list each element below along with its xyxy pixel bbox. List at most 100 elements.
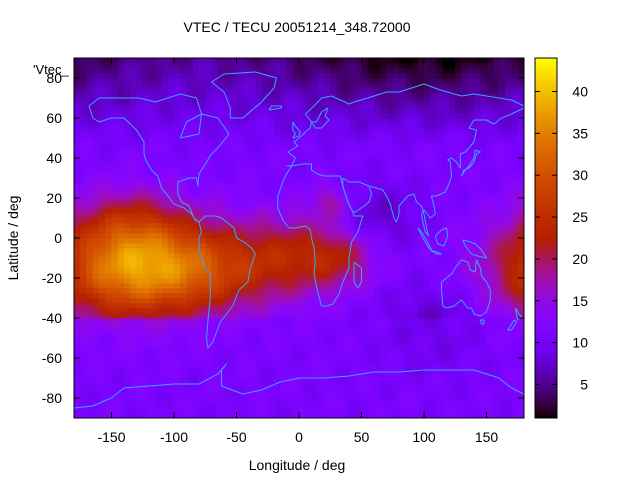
heatmap-cell	[136, 308, 144, 314]
heatmap-cell	[249, 188, 256, 194]
heatmap-cell	[274, 228, 281, 234]
heatmap-cell	[492, 128, 500, 134]
heatmap-cell	[355, 298, 362, 304]
heatmap-cell	[230, 318, 237, 324]
heatmap-cell	[424, 248, 431, 254]
heatmap-cell	[317, 288, 325, 294]
heatmap-cell	[499, 253, 506, 259]
heatmap-cell	[505, 218, 512, 224]
heatmap-cell	[455, 193, 462, 199]
heatmap-cell	[267, 298, 275, 304]
heatmap-cell	[286, 303, 294, 309]
heatmap-cell	[111, 278, 119, 284]
heatmap-cell	[442, 293, 450, 299]
heatmap-cell	[292, 188, 300, 194]
heatmap-cell	[149, 223, 156, 229]
heatmap-cell	[374, 333, 381, 339]
heatmap-cell	[224, 283, 231, 289]
heatmap-cell	[317, 143, 325, 149]
heatmap-cell	[349, 298, 356, 304]
heatmap-cell	[449, 98, 456, 104]
heatmap-cell	[249, 88, 256, 94]
heatmap-cell	[286, 158, 294, 164]
heatmap-cell	[124, 223, 131, 229]
heatmap-cell	[249, 78, 256, 84]
heatmap-cell	[292, 148, 300, 154]
heatmap-cell	[249, 233, 256, 239]
heatmap-cell	[149, 308, 156, 314]
heatmap-cell	[274, 313, 281, 319]
heatmap-cell	[455, 273, 462, 279]
heatmap-cell	[474, 353, 481, 359]
heatmap-cell	[492, 258, 500, 264]
heatmap-cell	[486, 153, 494, 159]
heatmap-cell	[411, 143, 419, 149]
heatmap-cell	[242, 108, 250, 114]
heatmap-cell	[230, 113, 237, 119]
heatmap-cell	[224, 243, 231, 249]
heatmap-cell	[330, 103, 337, 109]
heatmap-cell	[517, 408, 525, 414]
heatmap-cell	[199, 78, 206, 84]
heatmap-cell	[317, 208, 325, 214]
heatmap-cell	[436, 248, 444, 254]
heatmap-cell	[436, 343, 444, 349]
heatmap-cell	[255, 153, 262, 159]
heatmap-cell	[186, 83, 194, 89]
heatmap-cell	[92, 323, 100, 329]
heatmap-cell	[186, 348, 194, 354]
heatmap-cell	[142, 153, 150, 159]
heatmap-cell	[342, 73, 350, 79]
heatmap-cell	[161, 408, 169, 414]
heatmap-cell	[192, 328, 200, 334]
heatmap-cell	[442, 413, 450, 419]
heatmap-cell	[336, 388, 344, 394]
heatmap-cell	[274, 193, 281, 199]
heatmap-cell	[292, 318, 300, 324]
heatmap-cell	[405, 368, 412, 374]
heatmap-cell	[292, 298, 300, 304]
heatmap-cell	[111, 98, 119, 104]
heatmap-cell	[274, 163, 281, 169]
heatmap-cell	[149, 123, 156, 129]
heatmap-cell	[305, 378, 312, 384]
heatmap-cell	[155, 328, 162, 334]
heatmap-cell	[461, 118, 469, 124]
heatmap-cell	[80, 248, 87, 254]
heatmap-cell	[486, 118, 494, 124]
heatmap-cell	[449, 73, 456, 79]
heatmap-cell	[411, 313, 419, 319]
heatmap-cell	[74, 223, 81, 229]
heatmap-cell	[186, 213, 194, 219]
heatmap-cell	[255, 243, 262, 249]
heatmap-cell	[211, 203, 219, 209]
heatmap-cell	[180, 183, 187, 189]
heatmap-cell	[361, 98, 369, 104]
heatmap-cell	[111, 153, 119, 159]
heatmap-cell	[261, 323, 269, 329]
heatmap-cell	[224, 223, 231, 229]
heatmap-cell	[424, 223, 431, 229]
heatmap-cell	[192, 278, 200, 284]
heatmap-cell	[417, 303, 425, 309]
heatmap-cell	[355, 118, 362, 124]
heatmap-cell	[261, 273, 269, 279]
heatmap-cell	[355, 408, 362, 414]
heatmap-cell	[467, 383, 475, 389]
heatmap-cell	[467, 298, 475, 304]
heatmap-cell	[399, 303, 406, 309]
heatmap-cell	[124, 168, 131, 174]
heatmap-cell	[249, 413, 256, 419]
heatmap-cell	[336, 263, 344, 269]
heatmap-cell	[80, 128, 87, 134]
heatmap-cell	[505, 408, 512, 414]
heatmap-cell	[336, 163, 344, 169]
heatmap-cell	[224, 118, 231, 124]
heatmap-cell	[511, 123, 519, 129]
heatmap-cell	[242, 288, 250, 294]
heatmap-cell	[105, 348, 112, 354]
heatmap-cell	[361, 108, 369, 114]
heatmap-cell	[511, 298, 519, 304]
heatmap-cell	[117, 78, 125, 84]
heatmap-cell	[492, 363, 500, 369]
